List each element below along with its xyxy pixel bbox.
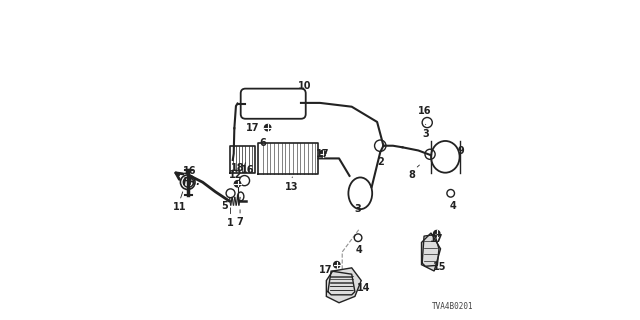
Text: 17: 17	[246, 123, 259, 133]
Text: 6: 6	[259, 139, 266, 148]
Circle shape	[319, 150, 326, 157]
Text: 16: 16	[418, 106, 431, 116]
Text: 4: 4	[355, 245, 362, 255]
Text: 17: 17	[319, 265, 332, 276]
Text: 18: 18	[230, 163, 244, 173]
Polygon shape	[326, 268, 361, 303]
Text: 7: 7	[237, 217, 243, 227]
Text: 3: 3	[422, 129, 429, 140]
Text: TVA4B0201: TVA4B0201	[432, 302, 474, 311]
Text: 12: 12	[228, 170, 243, 180]
Circle shape	[333, 261, 340, 268]
Text: 16: 16	[183, 166, 196, 177]
Text: 10: 10	[298, 81, 312, 91]
Text: 5: 5	[221, 201, 228, 211]
Circle shape	[433, 230, 440, 237]
Text: 11: 11	[173, 202, 186, 212]
Text: FR.: FR.	[183, 178, 201, 188]
Text: 17: 17	[316, 149, 330, 159]
Text: 3: 3	[354, 204, 361, 214]
Circle shape	[234, 180, 241, 187]
Text: 4: 4	[449, 201, 456, 211]
Polygon shape	[422, 233, 440, 271]
Text: 2: 2	[377, 157, 383, 167]
Text: 16: 16	[241, 165, 255, 175]
Text: 13: 13	[285, 181, 298, 192]
Circle shape	[264, 124, 271, 131]
Text: 15: 15	[433, 262, 447, 272]
Text: 8: 8	[408, 170, 415, 180]
Text: 9: 9	[457, 146, 464, 156]
Text: 1: 1	[227, 218, 234, 228]
Text: 17: 17	[430, 234, 444, 244]
Text: 14: 14	[357, 283, 371, 292]
